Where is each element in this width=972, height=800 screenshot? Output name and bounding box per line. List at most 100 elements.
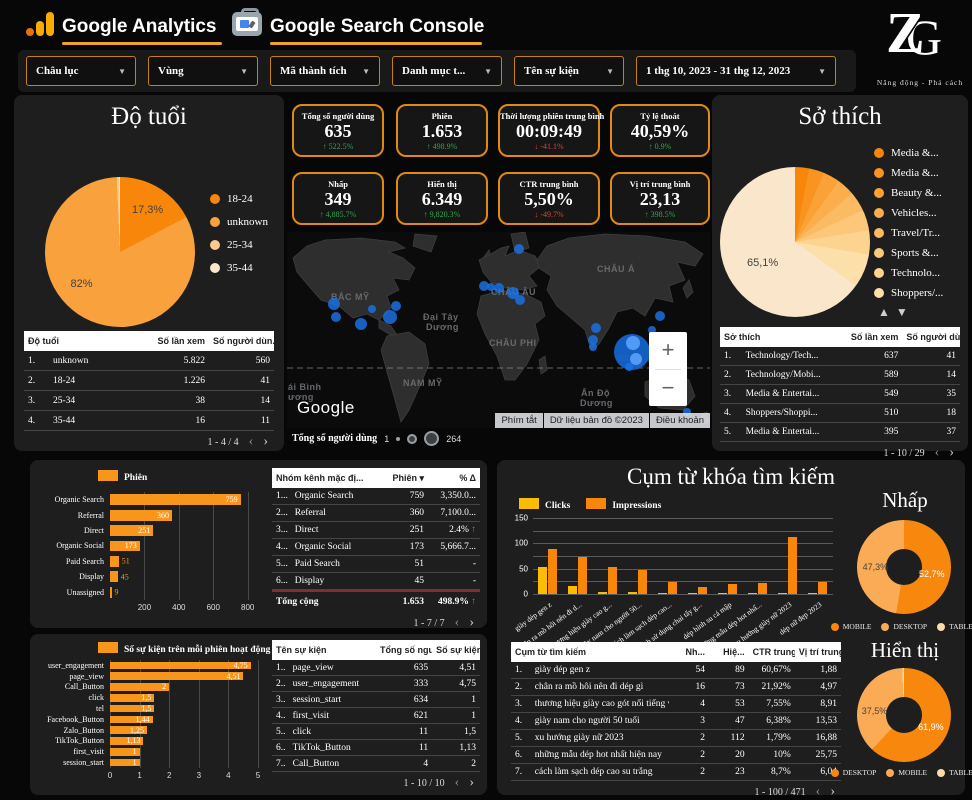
pagination: 1 - 10 / 29 ‹ › [720,446,960,460]
cell: 6... [276,576,288,586]
cell: 37 [946,427,956,437]
cell: Organic Social [294,542,352,552]
column-header[interactable]: % Δ [459,473,476,483]
next-page-button[interactable]: › [949,445,954,460]
legend-label: Sports &... [891,247,939,259]
cell: 60,67% [761,665,791,675]
google-analytics-icon [26,10,54,36]
column-header[interactable]: Số lần xem [850,332,899,342]
map-data-bubble [479,281,489,291]
column-group [533,518,563,594]
next-page-button[interactable]: › [469,615,474,630]
table-row: 1... Organic Search 759 3,350.0... [272,488,480,505]
column-header[interactable]: Tên sự kiện [276,645,327,655]
cell: Call_Button [292,758,340,769]
scorecard-label: Phiên [431,111,453,121]
bar-category-label: page_view [69,671,104,681]
monogram-g: G [906,9,943,65]
prev-page-button[interactable]: ‹ [815,784,821,799]
prev-page-button[interactable]: ‹ [454,775,460,790]
chevron-down-icon: ▼ [606,66,614,76]
prev-page-button[interactable]: ‹ [454,615,460,630]
legend-color-dot [210,240,220,250]
pie-label: 47,3% [862,562,889,573]
cell: 45 [414,576,424,586]
scorecard-value: 635 [324,121,352,141]
column-header[interactable]: Số lần xem [157,336,205,346]
prev-page-button[interactable]: ‹ [934,445,940,460]
cell: 2.. [276,678,286,689]
bar-track: 1,44 [110,714,266,725]
bar-row: Call_Button 2 [36,682,266,693]
next-page-button[interactable]: › [469,775,474,790]
prev-page-button[interactable]: ‹ [248,434,254,449]
next-page-button[interactable]: › [830,784,835,799]
column-header[interactable]: Hiệ... [723,647,745,657]
next-page-button[interactable]: › [263,434,268,449]
map-attribution-link[interactable]: Điều khoản [649,413,710,428]
scorecard-value: 23,13 [639,189,681,209]
pie-label: 61,9% [918,721,944,732]
filter-2[interactable]: Mã thành tích ▼ [270,56,380,86]
column-header[interactable]: Tổng số người ... [380,645,433,655]
column-header[interactable]: Phiên ▾ [392,472,424,483]
column-header[interactable]: CTR trung ... [752,647,795,657]
interest-legend: Media &... Media &... Beauty &... Vehicles.… [874,147,943,307]
cell: 1. [724,351,732,361]
column-header[interactable]: Số người dùn... [213,336,274,346]
column-bar [628,592,637,594]
positive-change-arrow: ↑ [471,597,476,607]
bar: 251 [110,525,154,536]
map-attribution-link[interactable]: Phím tắt [495,413,543,428]
legend-color-dot [874,148,884,158]
map-attribution-link[interactable]: Dữ liệu bản đồ ©2023 [543,413,649,428]
cell: 1,88 [820,665,837,675]
column-header[interactable]: Sở thích [724,332,761,342]
column-header[interactable]: Vị trí trung ... [798,647,841,657]
column-header[interactable]: Nhóm kênh mặc đị... [276,473,364,483]
zoom-in-button[interactable]: + [661,337,675,363]
bar-value-label: 45 [120,572,129,582]
chevron-down-icon: ▼ [118,66,126,76]
cell: 510 [884,408,899,418]
bar-track: 2 [110,682,266,693]
cell: giày dép gen z [534,665,590,675]
geo-map[interactable]: BẮC MỸ CHÂU ÂU CHÂU Á CHÂU PHI NAM MỸ Đại Tây… [287,232,710,428]
filter-date-range[interactable]: 1 thg 10, 2023 - 31 thg 12, 2023 ▼ [636,56,836,86]
filter-3[interactable]: Danh mục t... ▼ [392,56,502,86]
ga-underline [62,42,222,45]
map-size-min: 1 [384,433,390,444]
table-row: 3. Media & Entertai... 549 35 [720,385,960,404]
cell: 54 [695,665,705,675]
pagination-label: 1 - 10 / 29 [883,447,925,459]
table-header-row: Cụm từ tìm kiếm Nh... Hiệ... CTR trung ...V… [511,642,841,662]
map-data-bubble [591,323,601,333]
table-row: 4.. first_visit 621 1 [272,708,480,724]
column-header[interactable]: Nh... [685,647,705,657]
map-region-label: ái Bình [288,382,322,392]
filter-0[interactable]: Châu lục ▼ [26,56,136,86]
gridline [533,581,833,583]
filter-bar: Châu lục ▼ Vùng ▼ Mã thành tích ▼ Danh mục t..… [18,50,856,92]
column-header[interactable]: Số người dùn... [906,332,960,342]
pie-label: 37,5% [861,705,888,716]
filter-1[interactable]: Vùng ▼ [148,56,258,86]
column-header[interactable]: Cụm từ tìm kiếm [515,647,587,657]
column-bar [568,585,577,594]
bar-category-label: Call_Button [64,682,104,692]
filter-4[interactable]: Tên sự kiện ▼ [514,56,624,86]
cell: first_visit [292,710,330,721]
table-row: 1. giày dép gen z 54 89 60,67% 1,88 [511,662,841,679]
keywords-column-chart: 0 50 100 150 [515,514,833,599]
cell: 4 [700,699,705,709]
column-header[interactable]: Độ tuổi [28,336,59,346]
bar-row: Facebook_Button 1,44 [36,714,266,725]
legend-color-dot [874,188,884,198]
axis-tick-label: 200 [137,603,152,612]
sessions-bar-chart: Organic Search 759 Referral 360 Direct 251 Org… [36,492,266,614]
column-header[interactable]: Số sự kiện trên... [436,645,480,655]
bar-row: Organic Search 759 [36,492,266,507]
legend-scroll-arrows[interactable]: ▲▼ [878,305,914,319]
zoom-out-button[interactable]: − [661,374,675,400]
